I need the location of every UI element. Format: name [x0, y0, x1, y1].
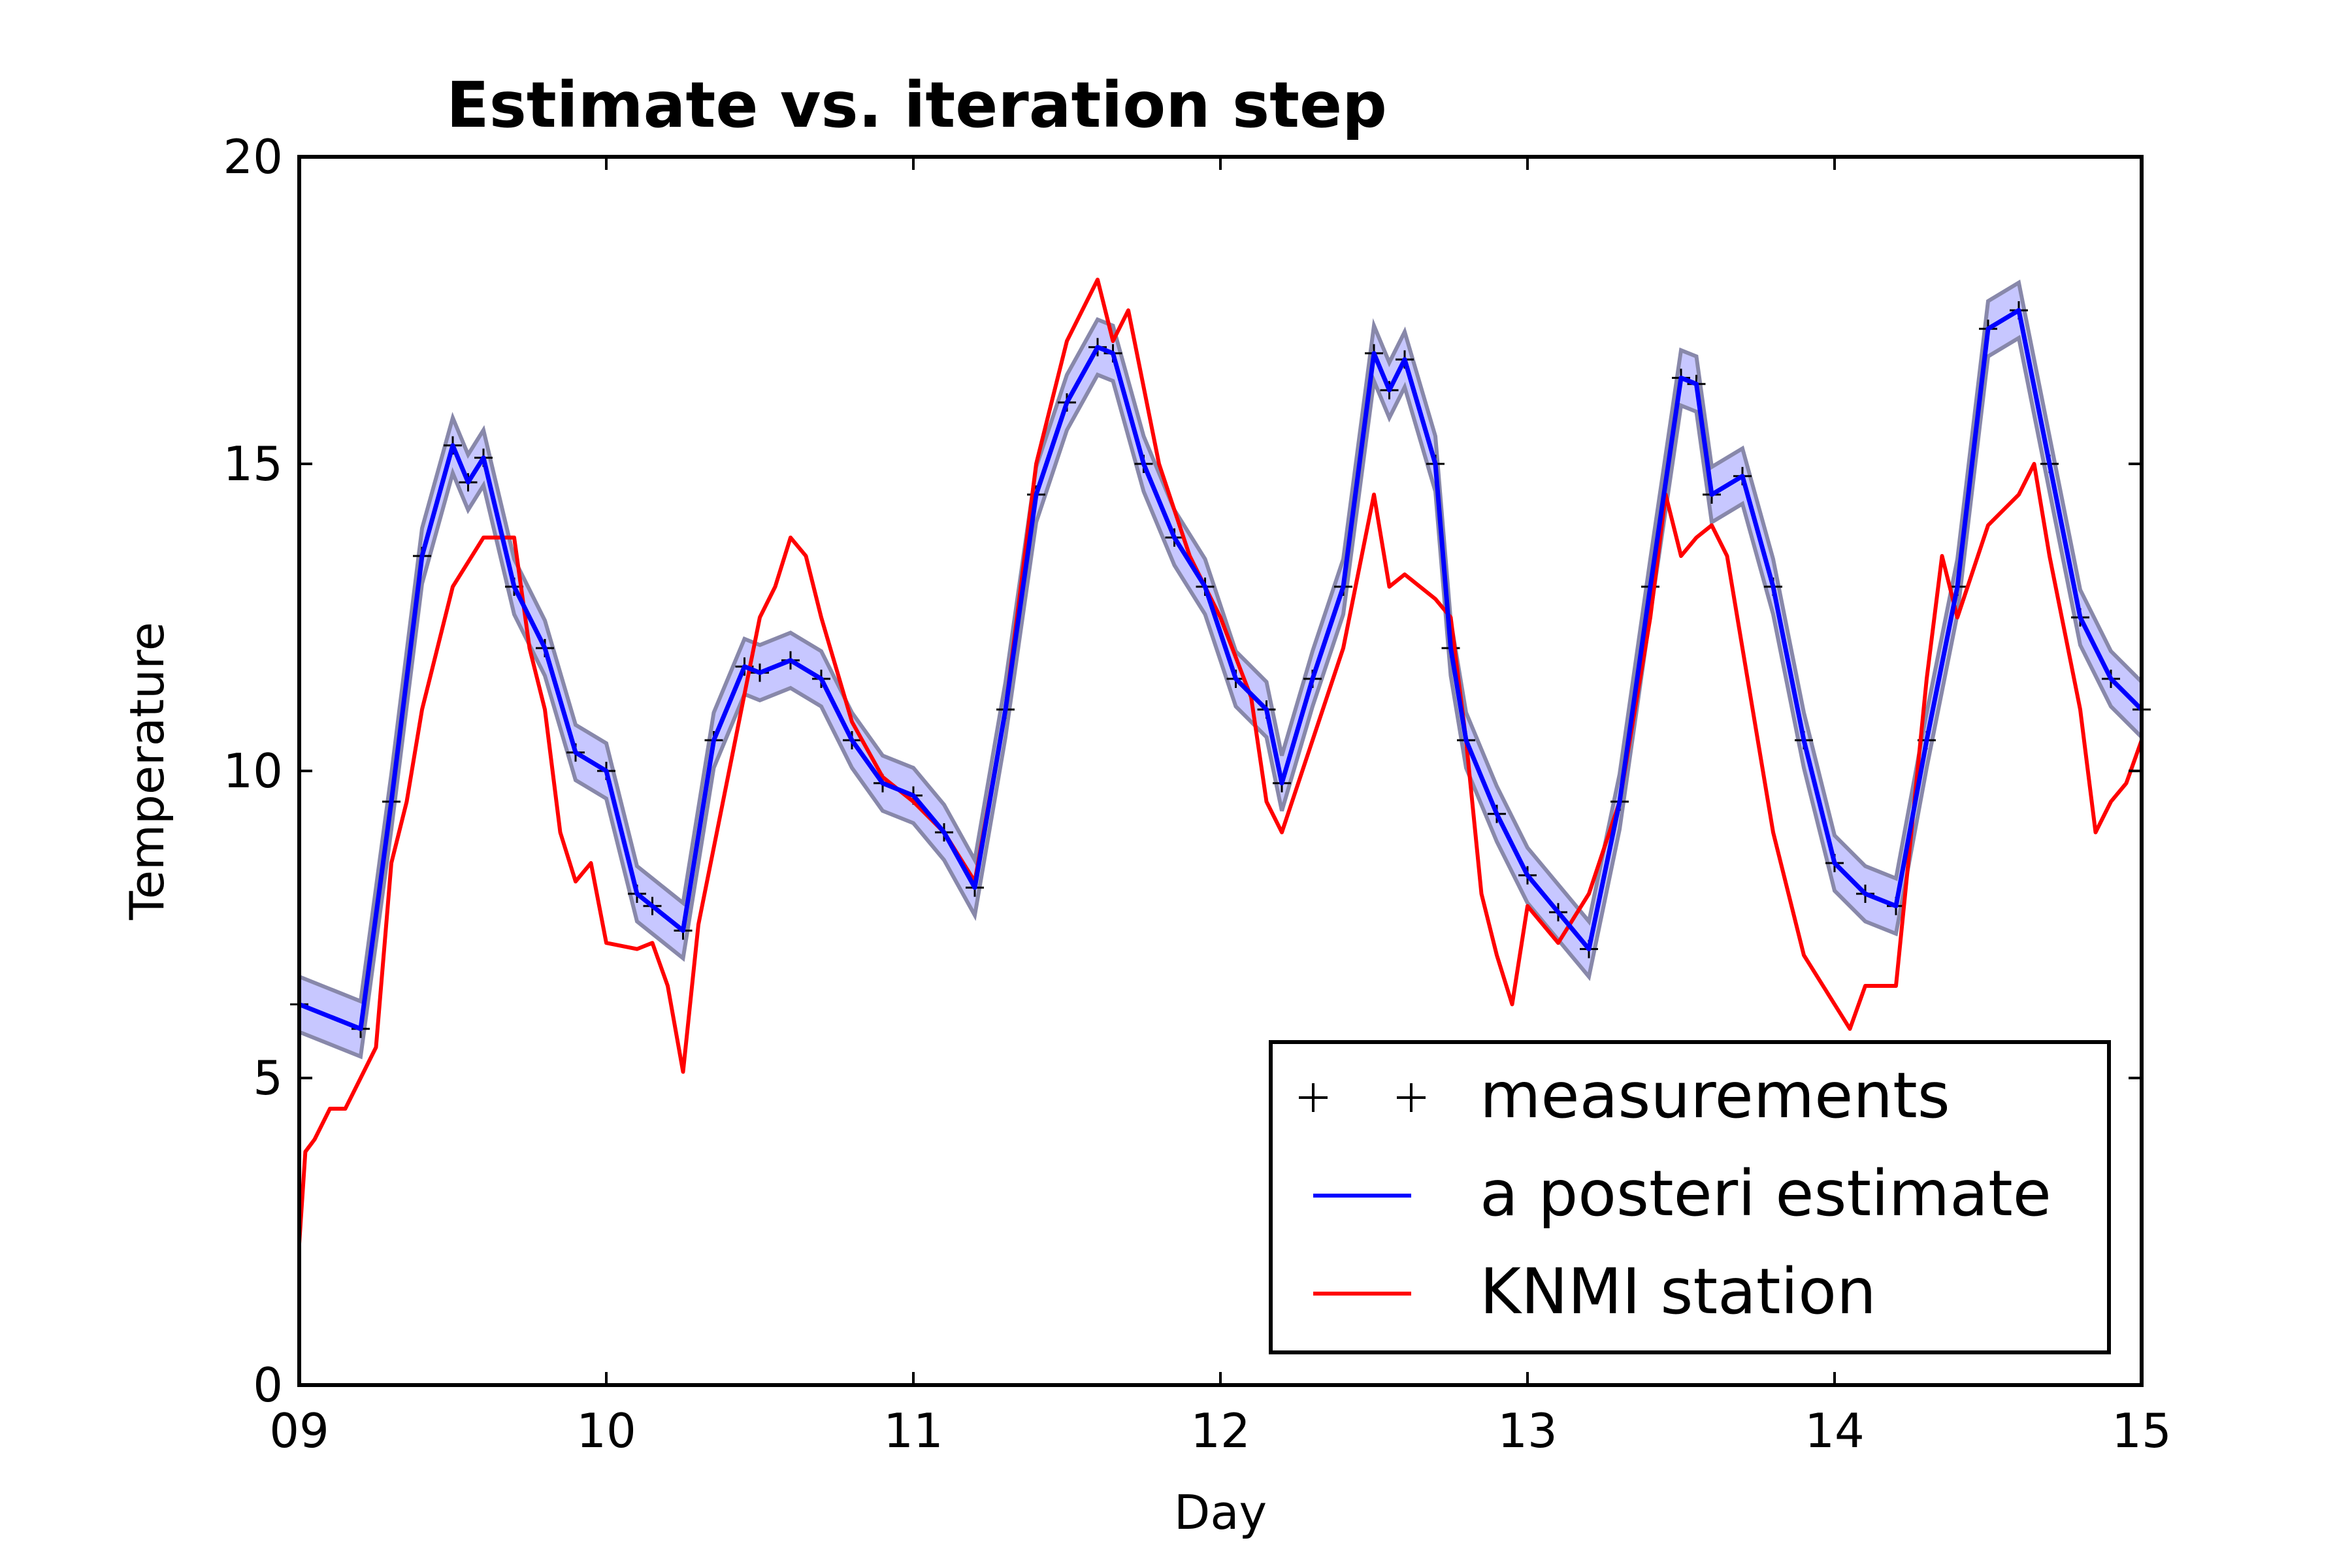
y-tick-label: 0: [253, 1358, 283, 1413]
x-tick-label: 11: [883, 1403, 943, 1458]
x-axis-label: Day: [1174, 1485, 1267, 1540]
legend-estimate-label: a posteri estimate: [1480, 1157, 2051, 1230]
x-tick-label: 10: [576, 1403, 636, 1458]
measurements-series: [290, 301, 2151, 1038]
a-posteri-estimate-line: [298, 308, 2144, 1032]
axis-ticks: 09 10 11 12 13 14 15 0 5 10 15 20: [223, 129, 2171, 1458]
legend-measurements-marker: [1299, 1083, 1426, 1112]
x-tick-label: 13: [1497, 1403, 1558, 1458]
legend-plus-marker: [1397, 1083, 1426, 1112]
knmi-station-line: [297, 278, 2144, 1244]
y-tick-label: 20: [223, 129, 283, 184]
legend-measurements-label: measurements: [1480, 1059, 1950, 1132]
legend-knmi-label: KNMI station: [1480, 1255, 1876, 1328]
x-tick-label: 09: [269, 1403, 329, 1458]
x-tick-label: 14: [1805, 1403, 1865, 1458]
y-tick-label: 10: [223, 743, 283, 798]
x-tick-label: 12: [1190, 1403, 1250, 1458]
y-tick-label: 15: [223, 436, 283, 491]
y-tick-label: 5: [253, 1051, 283, 1105]
chart-title: Estimate vs. iteration step: [446, 69, 1387, 142]
legend-plus-marker: [1299, 1083, 1328, 1112]
y-axis-label: Temperature: [120, 622, 174, 921]
legend: measurements a posteri estimate KNMI sta…: [1269, 1040, 2111, 1354]
x-tick-label: 15: [2112, 1403, 2172, 1458]
estimate-uncertainty-band: [297, 279, 2144, 1060]
